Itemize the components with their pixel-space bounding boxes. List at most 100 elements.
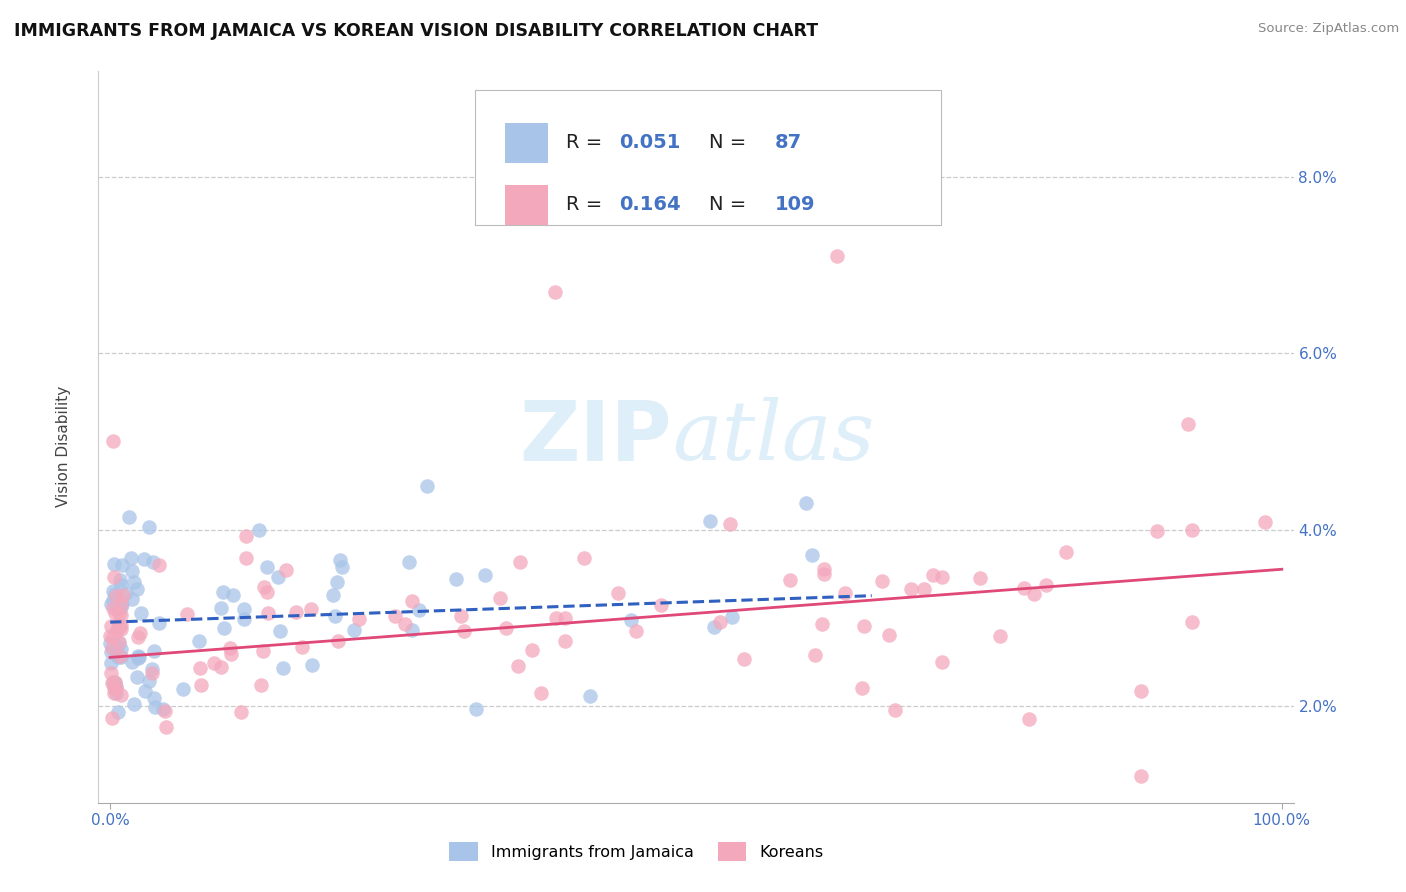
Point	[128, 649, 150, 664]
Point	[650, 598, 672, 612]
Point	[152, 702, 174, 716]
Point	[1181, 523, 1204, 537]
Point	[124, 697, 146, 711]
Point	[416, 478, 439, 492]
Point	[110, 618, 132, 632]
Point	[544, 611, 567, 625]
Point	[105, 601, 128, 615]
Point	[101, 630, 124, 644]
Point	[122, 574, 145, 589]
Point	[101, 675, 124, 690]
Point	[464, 702, 486, 716]
Point	[1177, 417, 1199, 431]
Point	[222, 588, 245, 602]
Point	[138, 519, 160, 533]
Text: R =: R =	[565, 195, 609, 214]
Point	[176, 607, 198, 622]
Point	[323, 609, 346, 624]
Point	[219, 641, 242, 656]
Point	[108, 649, 131, 664]
Legend: Immigrants from Jamaica, Koreans: Immigrants from Jamaica, Koreans	[449, 842, 824, 861]
Point	[103, 675, 125, 690]
Point	[105, 640, 128, 655]
Point	[101, 711, 124, 725]
Point	[520, 643, 543, 657]
Point	[127, 649, 149, 664]
Point	[877, 628, 900, 642]
Point	[931, 570, 953, 584]
Point	[626, 624, 648, 639]
Point	[100, 666, 122, 681]
Point	[212, 621, 235, 635]
Point	[100, 597, 122, 611]
Point	[148, 615, 170, 630]
Point	[209, 659, 232, 673]
Text: N =: N =	[709, 195, 752, 214]
Point	[211, 585, 233, 599]
Point	[125, 582, 148, 596]
Point	[132, 551, 155, 566]
Point	[117, 510, 139, 524]
Point	[851, 681, 873, 695]
Point	[100, 629, 122, 643]
Text: R =: R =	[565, 133, 609, 153]
Point	[209, 601, 232, 615]
Point	[825, 249, 848, 263]
Point	[172, 681, 194, 696]
Point	[900, 582, 922, 596]
Point	[709, 615, 731, 629]
Point	[148, 558, 170, 573]
Point	[720, 610, 742, 624]
Point	[107, 621, 129, 635]
Point	[107, 636, 129, 650]
Point	[328, 634, 350, 648]
Point	[450, 608, 472, 623]
Point	[252, 644, 274, 658]
Point	[155, 720, 177, 734]
Text: 87: 87	[775, 133, 801, 153]
Point	[1130, 769, 1153, 783]
Point	[110, 688, 132, 702]
Point	[142, 555, 165, 569]
Point	[107, 650, 129, 665]
Point	[1181, 615, 1204, 629]
Point	[103, 570, 125, 584]
Point	[326, 574, 349, 589]
Point	[127, 630, 149, 644]
Point	[115, 586, 138, 600]
Point	[884, 703, 907, 717]
Text: atlas: atlas	[672, 397, 875, 477]
Point	[101, 583, 124, 598]
Point	[100, 619, 122, 633]
Point	[703, 620, 725, 634]
Point	[103, 686, 125, 700]
Point	[247, 523, 270, 537]
Point	[129, 606, 152, 620]
Point	[108, 620, 131, 634]
Point	[398, 555, 420, 569]
Point	[257, 606, 280, 620]
Point	[129, 625, 152, 640]
Point	[544, 285, 567, 299]
Point	[111, 588, 134, 602]
Point	[104, 686, 127, 700]
Point	[394, 616, 416, 631]
Point	[134, 684, 156, 698]
Point	[100, 636, 122, 650]
Point	[343, 623, 366, 637]
FancyBboxPatch shape	[475, 90, 941, 225]
Point	[1129, 684, 1152, 698]
Point	[100, 641, 122, 656]
Point	[101, 593, 124, 607]
Point	[105, 647, 128, 661]
Bar	[505, 122, 548, 163]
Point	[579, 689, 602, 703]
Point	[489, 591, 512, 605]
Point	[554, 611, 576, 625]
Point	[853, 619, 876, 633]
Bar	[505, 185, 548, 225]
Point	[127, 651, 149, 665]
Point	[219, 647, 242, 661]
Point	[384, 609, 406, 624]
Point	[779, 187, 801, 202]
